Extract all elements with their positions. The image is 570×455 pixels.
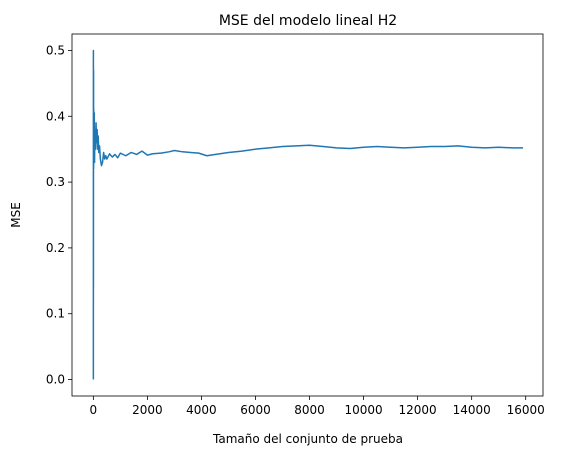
x-tick-label: 4000 — [186, 403, 217, 417]
x-tick-label: 14000 — [453, 403, 491, 417]
plot-area — [71, 33, 544, 397]
x-tick-label: 10000 — [344, 403, 382, 417]
x-tick-label: 0 — [90, 403, 98, 417]
x-tick-label: 16000 — [507, 403, 545, 417]
x-tick-label: 2000 — [132, 403, 163, 417]
y-axis-label: MSE — [9, 202, 23, 228]
axes-frame — [71, 33, 544, 397]
y-tick-label: 0.5 — [46, 43, 65, 57]
y-tick-label: 0.0 — [46, 373, 65, 387]
x-tick-label: 12000 — [399, 403, 437, 417]
x-axis-ticks: 0 2000 4000 6000 8000 10000 12000 14000 16000 — [90, 396, 545, 417]
y-tick-label: 0.2 — [46, 241, 65, 255]
series-line-mse — [92, 49, 523, 380]
x-axis-label: Tamaño del conjunto de prueba — [212, 432, 403, 446]
y-tick-label: 0.1 — [46, 307, 65, 321]
chart-title: MSE del modelo lineal H2 — [219, 13, 397, 29]
y-tick-label: 0.4 — [46, 109, 65, 123]
x-tick-label: 8000 — [294, 403, 325, 417]
y-axis-ticks: 0.0 0.1 0.2 0.3 0.4 0.5 — [46, 43, 72, 387]
x-tick-label: 6000 — [240, 403, 271, 417]
y-tick-label: 0.3 — [46, 175, 65, 189]
